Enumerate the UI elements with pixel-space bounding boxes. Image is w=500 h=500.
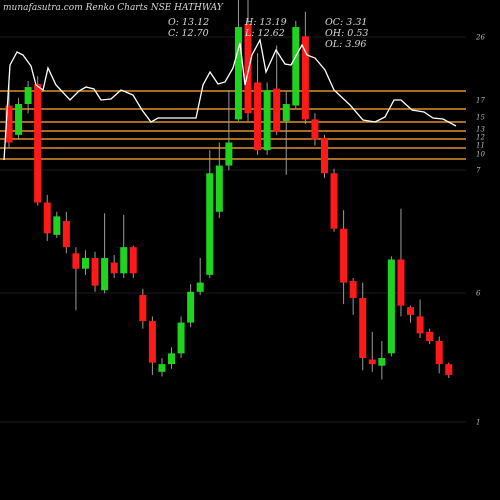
candle-up [15, 104, 23, 135]
y-tick-label: 10 [476, 151, 485, 159]
candle-up [120, 247, 128, 274]
candle-down [62, 220, 70, 248]
high-value: H: 13.19 [245, 17, 287, 28]
y-tick-label: 13 [476, 126, 485, 134]
candle-down [359, 297, 367, 358]
candle-down [416, 316, 424, 334]
candle-down [445, 364, 453, 375]
header-title-group: munafasutra.com Renko Charts NSE HATHWAY [3, 3, 223, 13]
grid-layer [0, 36, 466, 423]
candle-up [263, 90, 271, 151]
candle-down [426, 331, 434, 342]
candle-down [273, 88, 281, 132]
candle-down [320, 137, 328, 174]
candle-down [330, 173, 338, 229]
candle-up [234, 27, 242, 120]
price-levels-layer [0, 90, 466, 160]
candle-up [81, 257, 89, 269]
volume-line [3, 38, 457, 161]
candle-up [196, 282, 204, 292]
candle-up [101, 257, 109, 291]
candle-down [368, 359, 376, 365]
candle-down [311, 119, 319, 140]
candle-up [282, 104, 290, 121]
candle-up [292, 27, 300, 106]
candle-down [349, 281, 357, 298]
candle-down [129, 247, 137, 274]
candle-down [301, 36, 309, 120]
candle-down [5, 105, 13, 143]
volume-line-layer [3, 38, 457, 161]
oh-value: OH: 0.53 [325, 28, 369, 39]
ol-value: OL: 3.96 [325, 39, 367, 50]
y-tick-label: 11 [476, 142, 485, 150]
y-tick-label: 17 [476, 97, 485, 105]
candle-up [387, 259, 395, 354]
candle-down [43, 202, 51, 234]
candle-down [139, 294, 147, 322]
candle-down [407, 307, 415, 315]
site-name: munafasutra.com [3, 3, 83, 13]
candle-down [34, 84, 42, 203]
candle-down [340, 228, 348, 283]
candle-up [206, 173, 214, 275]
y-tick-label: 6 [476, 290, 481, 298]
candle-up [158, 364, 166, 372]
low-value: L: 12.62 [245, 28, 285, 39]
candle-down [72, 253, 80, 269]
candle-down [91, 257, 99, 286]
candle-up [53, 216, 61, 235]
y-tick-label: 7 [476, 167, 481, 175]
open-value: O: 13.12 [168, 17, 210, 28]
y-tick-label: 26 [475, 34, 485, 42]
candle-down [435, 341, 443, 365]
candle-up [378, 357, 386, 366]
candle-up [225, 142, 233, 166]
y-tick-label: 12 [476, 134, 485, 142]
y-tick-label: 15 [476, 114, 485, 122]
candle-up [168, 353, 176, 365]
candle-up [215, 165, 223, 212]
chart-subtitle: Renko Charts NSE HATHWAY [85, 3, 223, 13]
candle-up [24, 87, 32, 105]
candle-up [177, 322, 185, 354]
close-value: C: 12.70 [168, 28, 209, 39]
candle-down [148, 321, 156, 363]
candle-up [187, 291, 195, 323]
candle-down [254, 82, 262, 151]
candle-down [110, 262, 118, 274]
y-tick-label: 1 [476, 419, 480, 427]
candles-layer [5, 0, 453, 380]
oc-value: OC: 3.31 [325, 17, 368, 28]
candle-down [397, 259, 405, 306]
candle-down [244, 23, 252, 114]
